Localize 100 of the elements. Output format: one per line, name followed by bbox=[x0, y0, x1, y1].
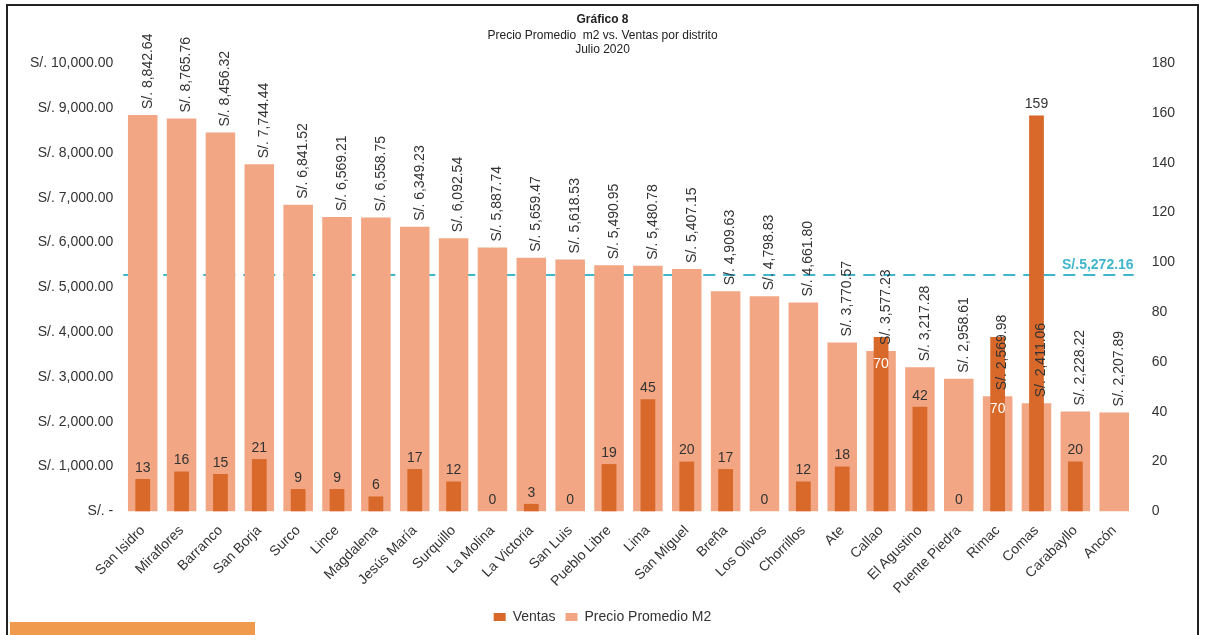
bar bbox=[1067, 461, 1083, 512]
data-label: 6 bbox=[371, 476, 380, 493]
data-label: S/. 6,569.21 bbox=[332, 135, 349, 211]
data-label: S/. 8,842.64 bbox=[138, 33, 155, 110]
bar bbox=[834, 466, 850, 512]
data-label: S/. 3,770.57 bbox=[838, 260, 855, 337]
bar bbox=[679, 461, 695, 512]
data-label: 45 bbox=[640, 379, 656, 396]
legend-label: Ventas bbox=[512, 607, 556, 624]
bar bbox=[205, 132, 236, 512]
bar bbox=[166, 118, 197, 512]
bar bbox=[438, 238, 469, 512]
y2-tick-label: 160 bbox=[1151, 103, 1176, 120]
y-tick-label: S/. 9,000.00 bbox=[37, 98, 114, 115]
data-label: S/. 6,558.75 bbox=[371, 135, 388, 212]
bar bbox=[477, 247, 508, 512]
data-label: 9 bbox=[333, 468, 342, 485]
data-label: S/. 5,618.53 bbox=[566, 177, 583, 254]
bar bbox=[135, 479, 151, 512]
data-label: 21 bbox=[251, 438, 268, 455]
bar bbox=[671, 269, 702, 512]
bar bbox=[322, 216, 352, 512]
y2-tick-label: 0 bbox=[1151, 502, 1160, 519]
bar bbox=[446, 481, 461, 512]
data-label: S/. 8,765.76 bbox=[177, 36, 194, 113]
data-label: 159 bbox=[1024, 95, 1049, 112]
ref-line-label: S/.5,272.16 bbox=[1062, 255, 1134, 272]
bar bbox=[749, 296, 780, 512]
bar bbox=[594, 265, 624, 512]
y-tick-label: S/. 2,000.00 bbox=[37, 412, 114, 429]
data-label: S/. 2,228.22 bbox=[1071, 329, 1088, 406]
bar bbox=[127, 115, 158, 512]
legend-label: Precio Promedio M2 bbox=[584, 607, 712, 624]
data-label: 20 bbox=[1067, 441, 1084, 458]
data-label: S/. 2,958.61 bbox=[954, 297, 971, 373]
data-label: S/. 3,217.28 bbox=[915, 285, 932, 362]
data-label: S/. 3,577.23 bbox=[876, 269, 893, 346]
bar bbox=[399, 226, 430, 512]
y2-tick-label: 60 bbox=[1151, 352, 1168, 369]
data-label: S/. 5,887.74 bbox=[488, 165, 505, 242]
bar bbox=[329, 488, 345, 512]
data-label: 20 bbox=[678, 441, 695, 458]
bar bbox=[283, 204, 313, 512]
chart-title: Gráfico 8 bbox=[576, 11, 629, 26]
y-tick-label: S/. 1,000.00 bbox=[37, 457, 114, 474]
data-label: 18 bbox=[834, 446, 851, 463]
data-label: S/. 4,798.83 bbox=[760, 214, 777, 291]
bar bbox=[601, 464, 617, 512]
y-tick-label: S/. 4,000.00 bbox=[37, 322, 114, 339]
x-tick-label: Ate bbox=[820, 521, 848, 549]
y2-tick-label: 120 bbox=[1151, 203, 1176, 220]
bar bbox=[213, 474, 228, 512]
y-tick-label: S/. 3,000.00 bbox=[37, 367, 114, 384]
data-label: S/. 4,909.63 bbox=[721, 209, 738, 286]
data-label: S/. 4,661.80 bbox=[799, 220, 816, 297]
bar bbox=[788, 302, 819, 512]
y-tick-label: S/. 10,000.00 bbox=[29, 54, 114, 71]
bar bbox=[1099, 412, 1129, 512]
bar bbox=[944, 378, 974, 512]
data-label: 70 bbox=[989, 400, 1006, 417]
data-label: 15 bbox=[212, 453, 229, 470]
y2-tick-label: 40 bbox=[1151, 402, 1168, 419]
bar bbox=[640, 399, 656, 512]
data-label: S/. 6,092.54 bbox=[449, 156, 466, 233]
data-label: S/. 2,207.89 bbox=[1110, 330, 1127, 407]
data-label: 12 bbox=[445, 461, 462, 478]
data-label: S/. 8,456.32 bbox=[216, 50, 233, 127]
y2-tick-label: 140 bbox=[1151, 153, 1176, 170]
bar bbox=[555, 259, 585, 512]
data-label: 0 bbox=[954, 491, 963, 508]
y-tick-label: S/. 6,000.00 bbox=[37, 233, 114, 250]
bar bbox=[912, 406, 928, 512]
data-label: 17 bbox=[717, 448, 734, 465]
bar bbox=[368, 496, 384, 512]
data-label: 19 bbox=[601, 443, 618, 460]
y-tick-label: S/. 7,000.00 bbox=[37, 188, 114, 205]
data-label: 9 bbox=[294, 468, 303, 485]
data-label: S/. 2,411.06 bbox=[1032, 322, 1049, 398]
data-label: 0 bbox=[488, 491, 497, 508]
data-label: 70 bbox=[873, 354, 890, 371]
data-label: 0 bbox=[760, 491, 769, 508]
data-label: 3 bbox=[527, 483, 536, 500]
bar bbox=[174, 471, 189, 512]
y2-tick-label: 20 bbox=[1151, 452, 1168, 469]
data-label: S/. 5,490.95 bbox=[604, 183, 621, 260]
y-tick-label: S/. 8,000.00 bbox=[37, 143, 114, 160]
bar bbox=[251, 459, 267, 512]
bar bbox=[523, 503, 539, 512]
bar bbox=[244, 164, 275, 512]
data-label: S/. 7,744.44 bbox=[255, 82, 272, 159]
data-label: S/. 2,569.98 bbox=[993, 314, 1010, 391]
text: Julio 2020 bbox=[575, 42, 630, 57]
data-label: 13 bbox=[134, 458, 151, 475]
data-label: 0 bbox=[566, 491, 575, 508]
data-label: 42 bbox=[912, 386, 928, 403]
data-label: 17 bbox=[406, 448, 423, 465]
y-tick-label: S/. 5,000.00 bbox=[37, 278, 114, 295]
data-label: S/. 6,841.52 bbox=[294, 123, 311, 199]
bar bbox=[361, 217, 391, 512]
y-tick-label: S/. - bbox=[87, 502, 114, 519]
